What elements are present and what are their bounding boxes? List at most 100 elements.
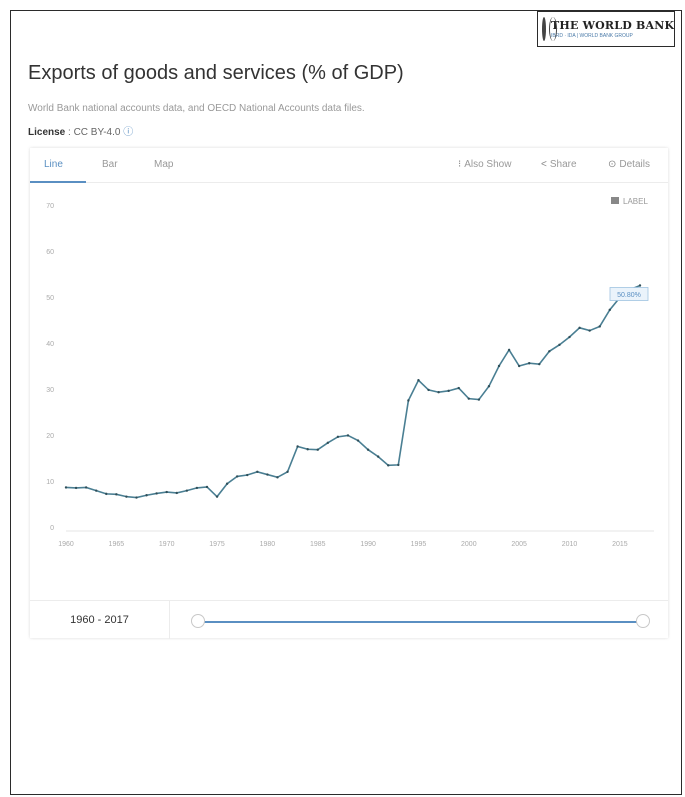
world-bank-logo[interactable]: THE WORLD BANK IBRD · IDA | WORLD BANK G… [537,11,675,47]
data-point[interactable] [235,475,239,478]
data-point[interactable] [175,491,178,495]
data-point[interactable] [447,389,450,393]
y-axis: 0 10 20 30 40 50 60 70 [46,203,54,532]
data-point[interactable] [538,362,541,366]
data-point[interactable] [477,398,481,401]
y-tick-label: 20 [46,433,54,440]
data-point[interactable] [507,348,511,352]
tab-map[interactable]: Map [154,159,174,170]
data-point[interactable] [155,492,158,495]
data-point[interactable] [316,448,319,451]
y-tick-label: 30 [46,387,54,394]
also-show-button[interactable]: ⁝ Also Show [458,159,511,170]
x-tick-label: 1980 [260,541,276,548]
share-label: Share [549,159,577,170]
tab-line[interactable]: Line [44,159,63,170]
data-point[interactable] [346,434,350,437]
details-label: Details [619,159,650,170]
data-point[interactable] [205,485,209,489]
x-tick-label: 2005 [511,541,527,548]
data-point[interactable] [266,473,269,476]
data-point[interactable] [286,470,289,473]
x-tick-label: 1985 [310,541,326,548]
data-point[interactable] [387,464,390,467]
data-point[interactable] [246,473,249,477]
active-tab-indicator [30,181,86,183]
data-point[interactable] [548,350,551,353]
data-point[interactable] [74,486,78,490]
data-point[interactable] [598,325,601,328]
data-point[interactable] [528,362,531,365]
data-point[interactable] [376,455,380,458]
data-point[interactable] [326,441,330,445]
license-value[interactable]: : CC BY-4.0 [68,127,121,138]
data-point[interactable] [135,496,138,499]
data-point[interactable] [215,495,219,498]
x-tick-label: 1960 [58,541,74,548]
data-point[interactable] [517,364,521,368]
data-point[interactable] [427,388,430,392]
labels-toggle-label[interactable]: LABEL [623,197,648,206]
data-point[interactable] [487,385,491,388]
data-point[interactable] [95,489,98,492]
data-point[interactable] [84,486,88,489]
logo-subtitle: IBRD · IDA | WORLD BANK GROUP [551,33,633,39]
y-tick-label: 10 [46,479,54,486]
data-point[interactable] [105,492,108,496]
data-point[interactable] [608,308,611,312]
slider-end-handle[interactable] [636,614,650,628]
source-text[interactable]: World Bank national accounts data, and O… [28,103,365,114]
data-point[interactable] [195,486,199,490]
data-point[interactable] [397,463,400,467]
details-button[interactable]: ⊙ Details [608,159,650,170]
data-point[interactable] [306,448,309,451]
x-tick-label: 1990 [360,541,376,548]
data-point[interactable] [366,448,370,451]
globe-icon [542,17,557,41]
x-tick-label: 1995 [411,541,427,548]
data-point[interactable] [165,490,168,494]
data-point[interactable] [457,386,460,390]
slider-start-handle[interactable] [191,614,205,628]
data-point[interactable] [296,445,299,448]
data-point[interactable] [558,343,561,347]
data-point[interactable] [356,439,360,442]
info-icon[interactable]: ⓘ [123,127,134,138]
slider-track[interactable] [198,621,642,623]
data-point[interactable] [185,489,189,492]
data-point[interactable] [578,326,581,330]
data-point[interactable] [497,364,501,368]
x-tick-label: 1970 [159,541,175,548]
y-tick-label: 0 [50,525,54,532]
data-point[interactable] [588,329,591,332]
data-point[interactable] [115,493,118,496]
data-point[interactable] [145,494,148,497]
data-point[interactable] [437,391,440,394]
tab-bar[interactable]: Bar [102,159,118,170]
data-point[interactable] [225,482,229,485]
data-point[interactable] [417,379,420,382]
data-point[interactable] [336,435,340,439]
data-point[interactable] [64,486,68,489]
data-point[interactable] [638,284,642,287]
data-point[interactable] [407,399,410,402]
share-button[interactable]: < Share [541,159,577,170]
data-point[interactable] [256,470,259,473]
page-title: Exports of goods and services (% of GDP) [28,62,404,84]
data-point[interactable] [467,397,471,400]
y-tick-label: 60 [46,249,54,256]
data-point[interactable] [276,476,279,479]
labels-toggle[interactable]: LABEL [611,197,648,206]
x-tick-label: 2015 [612,541,628,548]
year-range-label: 1960 - 2017 [30,601,170,639]
logo-name: THE WORLD BANK [551,19,675,32]
data-point[interactable] [125,495,128,498]
labels-checkbox-icon[interactable] [611,197,619,204]
series-line[interactable] [65,284,641,499]
last-value-label: 50.80% [617,292,641,299]
data-point[interactable] [568,335,571,339]
x-axis: 1960 1965 1970 1975 1980 1985 1990 1995 2000 2005… [58,530,654,548]
y-tick-label: 40 [46,341,54,348]
x-tick-label: 2000 [461,541,477,548]
chart-card: Line Bar Map ⁝ Also Show < Share ⊙ Details … [30,148,668,638]
